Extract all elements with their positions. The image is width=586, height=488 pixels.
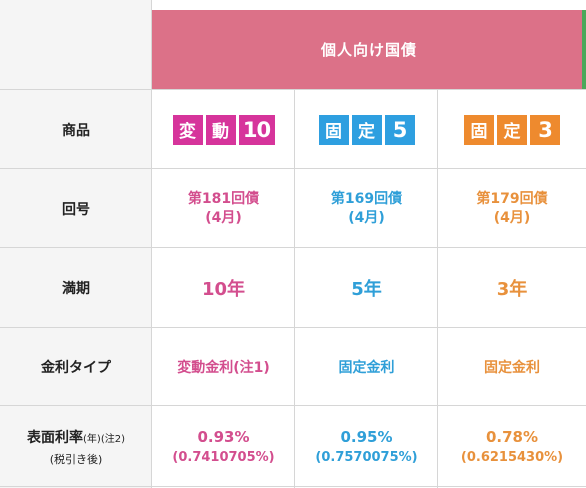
- coupon-rate-value: 0.93%: [197, 428, 250, 446]
- row-label-coupon-rate: 表面利率(年)(注2) (税引き後): [0, 406, 152, 488]
- logo-char: 5: [384, 114, 415, 145]
- kotei3-logo: 固 定 3: [464, 114, 560, 145]
- row-label-rate-type: 金利タイプ: [0, 328, 152, 406]
- issue-cell-kotei5: 第169回債 (4月): [295, 169, 438, 248]
- corner-cell: [0, 0, 152, 90]
- term-cell-kotei3: 3年: [438, 248, 586, 328]
- logo-char: 固: [318, 114, 349, 145]
- coupon-rate-value: 0.78%: [485, 428, 539, 446]
- issue-month: (4月): [348, 209, 385, 226]
- row-label-product: 商品: [0, 90, 152, 169]
- rate-type-cell-hendo10: 変動金利(注1): [152, 328, 295, 406]
- issue-cell-hendo10: 第181回債 (4月): [152, 169, 295, 248]
- issue-number: 第169回債: [330, 190, 403, 207]
- rate-type-value: 固定金利: [484, 360, 540, 376]
- issue-number: 第181回債: [187, 190, 260, 207]
- logo-char: 固: [464, 114, 494, 145]
- hendo10-logo: 変 動 10: [172, 114, 275, 145]
- row-divider: [0, 486, 586, 487]
- banner-edge-accent: [582, 10, 586, 89]
- row-label-rate-type-text: 金利タイプ: [41, 360, 111, 376]
- table-title: 個人向け国債: [320, 41, 417, 59]
- term-cell-hendo10: 10年: [152, 248, 295, 328]
- coupon-rate-note-label: (注2): [100, 434, 125, 445]
- row-divider: [0, 247, 586, 248]
- coupon-rate-cell-kotei5: 0.95% (0.7570075%): [295, 406, 438, 488]
- issue-month: (4月): [493, 209, 531, 226]
- coupon-rate-cell-hendo10: 0.93% (0.7410705%): [152, 406, 295, 488]
- column-divider: [151, 0, 152, 488]
- row-divider: [0, 168, 586, 169]
- row-label-term-text: 満期: [62, 281, 90, 297]
- term-value: 10年: [201, 279, 246, 300]
- coupon-rate-cell-kotei3: 0.78% (0.6215430%): [438, 406, 586, 488]
- rate-type-value: 固定金利: [338, 360, 395, 376]
- rate-type-cell-kotei3: 固定金利: [438, 328, 586, 406]
- row-label-term: 満期: [0, 248, 152, 328]
- logo-char: 動: [205, 114, 236, 145]
- column-divider: [294, 90, 295, 488]
- after-tax-rate-value: (0.7410705%): [172, 450, 275, 465]
- logo-char: 定: [497, 114, 527, 145]
- row-divider: [0, 327, 586, 328]
- issue-number: 第179回債: [476, 190, 548, 207]
- coupon-rate-label-line: 表面利率(年)(注2): [27, 427, 125, 447]
- row-label-product-text: 商品: [62, 122, 90, 139]
- kotei5-logo: 固 定 5: [318, 114, 415, 145]
- row-label-issue: 回号: [0, 169, 152, 248]
- logo-char: 変: [172, 114, 203, 145]
- issue-cell-kotei3: 第179回債 (4月): [438, 169, 586, 248]
- after-tax-rate-value: (0.6215430%): [460, 450, 564, 465]
- product-logo-cell-hendo10: 変 動 10: [152, 90, 295, 169]
- term-value: 5年: [351, 279, 382, 300]
- row-divider: [0, 405, 586, 406]
- coupon-rate-label: 表面利率: [27, 430, 83, 446]
- after-tax-rate-value: (0.7570075%): [315, 450, 418, 465]
- after-tax-label: (税引き後): [49, 453, 103, 466]
- coupon-rate-value: 0.95%: [340, 428, 393, 446]
- logo-char: 3: [530, 114, 560, 145]
- row-divider: [0, 89, 586, 90]
- rate-type-cell-kotei5: 固定金利: [295, 328, 438, 406]
- row-label-issue-text: 回号: [62, 201, 90, 218]
- term-value: 3年: [496, 279, 528, 300]
- logo-char: 定: [351, 114, 382, 145]
- column-divider: [437, 90, 438, 488]
- product-logo-cell-kotei3: 固 定 3: [438, 90, 586, 169]
- term-cell-kotei5: 5年: [295, 248, 438, 328]
- issue-month: (4月): [205, 209, 242, 226]
- table-title-banner: 個人向け国債: [152, 10, 586, 89]
- logo-char: 10: [238, 114, 275, 145]
- product-logo-cell-kotei5: 固 定 5: [295, 90, 438, 169]
- coupon-rate-year-label: (年): [83, 434, 101, 445]
- rate-type-value: 変動金利(注1): [177, 360, 270, 376]
